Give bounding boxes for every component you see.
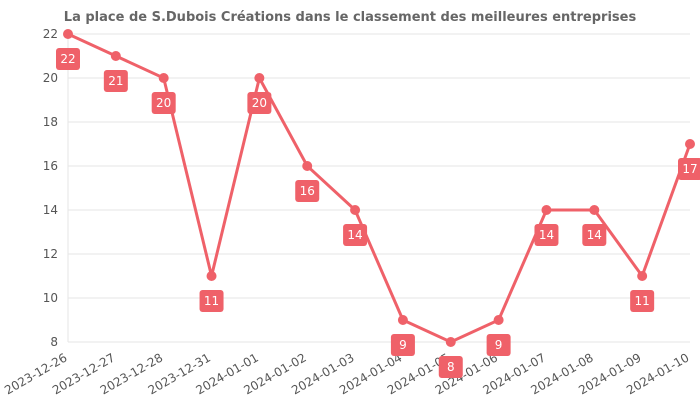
y-tick-label: 18 — [43, 115, 58, 129]
value-label-box — [56, 48, 80, 70]
value-label-text: 17 — [682, 162, 697, 176]
value-label: 14 — [534, 224, 559, 246]
value-label-box — [295, 180, 320, 202]
value-label-text: 14 — [539, 228, 554, 242]
point — [302, 161, 313, 171]
value-label-box — [390, 334, 415, 356]
value-label-box — [678, 158, 700, 180]
point — [254, 73, 265, 83]
point — [350, 205, 361, 215]
value-label-box — [486, 334, 511, 356]
point — [63, 29, 73, 39]
value-label-box — [343, 224, 368, 246]
value-label: 9 — [390, 334, 415, 356]
value-label: 14 — [343, 224, 368, 246]
y-tick-label: 8 — [50, 335, 58, 349]
value-label: 20 — [151, 92, 176, 114]
value-label-box — [247, 92, 272, 114]
value-label-text: 11 — [204, 294, 219, 308]
value-label-box — [438, 356, 463, 378]
value-label-text: 8 — [447, 360, 455, 374]
value-label-text: 14 — [587, 228, 602, 242]
point — [206, 271, 217, 281]
point — [589, 205, 600, 215]
value-label: 11 — [630, 290, 655, 312]
value-label-text: 9 — [495, 338, 503, 352]
value-label-text: 20 — [252, 96, 267, 110]
value-label-text: 14 — [347, 228, 362, 242]
value-label-box — [103, 70, 128, 92]
value-label-text: 20 — [156, 96, 171, 110]
point — [397, 315, 408, 325]
value-label: 14 — [582, 224, 607, 246]
point — [541, 205, 552, 215]
point — [493, 315, 504, 325]
value-label: 8 — [438, 356, 463, 378]
value-label-text: 9 — [399, 338, 407, 352]
y-tick-label: 12 — [43, 247, 58, 261]
point — [110, 51, 121, 61]
value-label: 20 — [247, 92, 272, 114]
value-label-box — [534, 224, 559, 246]
point — [637, 271, 648, 281]
value-label-text: 16 — [300, 184, 315, 198]
value-label-box — [199, 290, 224, 312]
value-label-text: 11 — [635, 294, 650, 308]
value-label-text: 22 — [60, 52, 75, 66]
chart-title: La place de S.Dubois Créations dans le c… — [64, 10, 637, 25]
value-label-box — [151, 92, 176, 114]
value-label: 22 — [56, 48, 80, 70]
y-tick-label: 22 — [43, 27, 58, 41]
y-tick-label: 14 — [43, 203, 58, 217]
point — [158, 73, 169, 83]
value-label: 16 — [295, 180, 320, 202]
y-tick-label: 20 — [43, 71, 58, 85]
point — [445, 337, 456, 347]
value-label-box — [582, 224, 607, 246]
y-tick-label: 10 — [43, 291, 58, 305]
value-label: 21 — [103, 70, 128, 92]
y-tick-label: 16 — [43, 159, 58, 173]
value-label: 9 — [486, 334, 511, 356]
value-label: 17 — [678, 158, 700, 180]
value-label: 11 — [199, 290, 224, 312]
point — [685, 139, 695, 149]
value-label-text: 21 — [108, 74, 123, 88]
value-label-box — [630, 290, 655, 312]
